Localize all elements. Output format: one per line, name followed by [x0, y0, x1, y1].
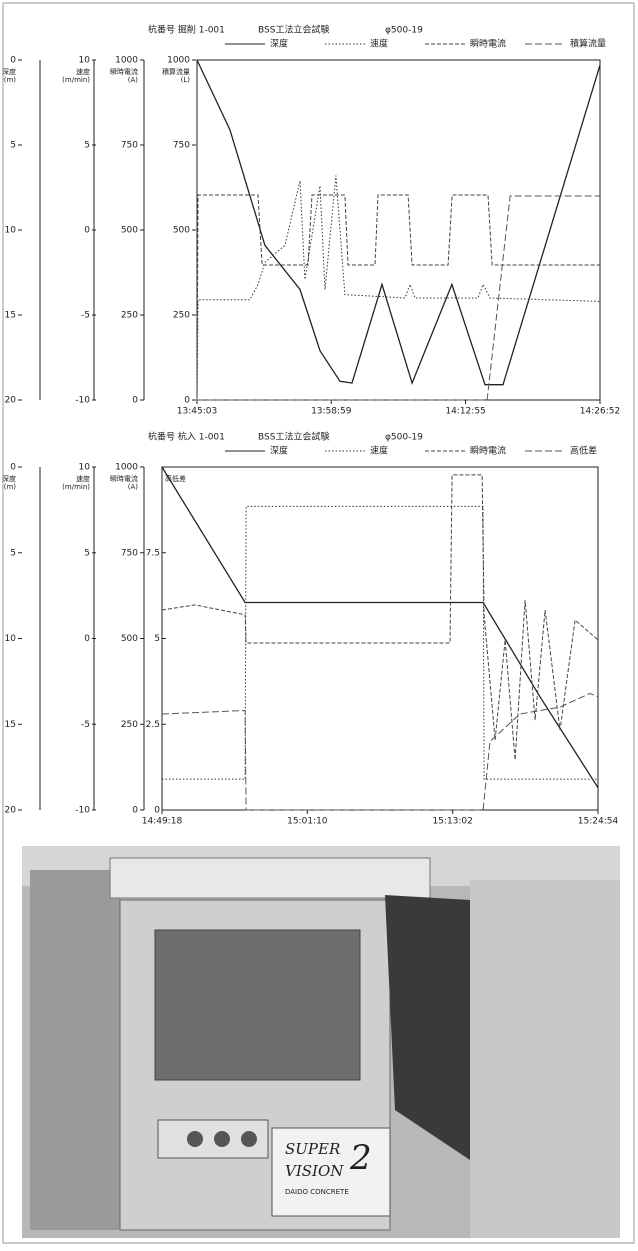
y-tick-label: 750: [173, 141, 190, 151]
y-tick-label: 20: [5, 396, 17, 406]
y-tick-label: 10: [79, 463, 91, 473]
y-tick-label: 15: [5, 311, 16, 321]
axis-label: 深度: [2, 67, 16, 76]
y-tick-label: 20: [5, 806, 17, 816]
chart-annotation: φ500-19: [385, 26, 423, 36]
y-tick-label: 5: [84, 548, 90, 558]
x-tick-label: 15:13:02: [432, 817, 472, 827]
y-tick-label: 0: [184, 396, 190, 406]
chart-title: 杭番号 杭入 1-001: [148, 431, 225, 443]
photo-button: [241, 1131, 257, 1147]
x-tick-label: 15:24:54: [578, 817, 619, 827]
y-tick-label: 15: [5, 720, 16, 730]
y-tick-label: -5: [81, 720, 90, 730]
chart-subtitle: BSS工法立会試験: [258, 24, 329, 36]
series-line: [197, 195, 600, 400]
y-tick-label: 10: [5, 226, 17, 236]
chart-title: 杭番号 掘削 1-001: [148, 24, 225, 36]
page: SUPER VISION 2 DAIDO CONCRETE 杭番号 掘削 1-0…: [0, 0, 638, 1247]
y-tick-label: 10: [5, 634, 17, 644]
photo-wall-right: [470, 880, 620, 1238]
photo-hood: [110, 858, 430, 898]
photo-screen: [155, 930, 360, 1080]
legend-label: 深度: [270, 38, 288, 50]
y-tick-label: 5: [84, 141, 90, 151]
axis-unit: (L): [181, 76, 191, 84]
axis-unit: (m/min): [62, 483, 90, 491]
axis-label: 積算流量: [162, 67, 190, 76]
y-tick-label: 500: [121, 634, 138, 644]
y-tick-label: 0: [132, 396, 138, 406]
y-tick-label: 0: [84, 226, 90, 236]
legend-label: 速度: [370, 445, 388, 457]
axis-label: 瞬時電流: [110, 474, 138, 483]
brand-text: SUPER: [285, 1140, 340, 1158]
axis-label: 瞬時電流: [110, 67, 138, 76]
axis-unit: (m/min): [62, 76, 90, 84]
chart-annotation: φ500-19: [385, 433, 423, 443]
axis-label: 高低差: [165, 474, 186, 483]
x-tick-label: 14:49:18: [142, 817, 183, 827]
y-tick-label: 0: [10, 56, 16, 66]
axis-label: 速度: [76, 67, 90, 76]
y-tick-label: 1000: [115, 56, 138, 66]
legend-label: 瞬時電流: [470, 38, 506, 50]
y-tick-label: 5: [154, 634, 160, 644]
y-tick-label: 500: [121, 226, 138, 236]
brand-text: VISION: [285, 1162, 344, 1180]
y-tick-label: 0: [84, 634, 90, 644]
x-tick-label: 14:26:52: [580, 407, 620, 417]
y-tick-label: -5: [81, 311, 90, 321]
y-tick-label: 0: [132, 806, 138, 816]
legend-label: 深度: [270, 445, 288, 457]
series-line: [197, 176, 600, 400]
plot-frame: [162, 467, 598, 810]
x-tick-label: 15:01:10: [287, 817, 328, 827]
axis-unit: (m): [4, 483, 17, 491]
x-tick-label: 14:12:55: [445, 407, 485, 417]
legend-label: 速度: [370, 38, 388, 50]
axis-label: 深度: [2, 474, 16, 483]
legend-label: 積算流量: [570, 38, 606, 50]
y-tick-label: 1000: [167, 56, 190, 66]
y-tick-label: 1000: [115, 463, 138, 473]
series-line: [197, 60, 600, 385]
y-tick-label: -10: [75, 806, 90, 816]
x-tick-label: 13:58:59: [311, 407, 352, 417]
y-tick-label: 250: [121, 720, 138, 730]
photo: SUPER VISION 2 DAIDO CONCRETE: [22, 846, 620, 1238]
y-tick-label: 750: [121, 141, 138, 151]
series-line: [162, 693, 598, 810]
y-tick-label: 250: [121, 311, 138, 321]
series-line: [162, 467, 598, 788]
x-tick-label: 13:45:03: [177, 407, 217, 417]
y-tick-label: 250: [173, 311, 190, 321]
y-tick-label: 0: [154, 806, 160, 816]
y-tick-label: 5: [10, 548, 16, 558]
y-tick-label: -10: [75, 396, 90, 406]
chart-subtitle: BSS工法立会試験: [258, 431, 329, 443]
axis-unit: (A): [128, 483, 139, 491]
y-tick-label: 5: [10, 141, 16, 151]
plot-frame: [197, 60, 600, 400]
y-tick-label: 2.5: [146, 720, 160, 730]
y-tick-label: 7.5: [146, 548, 160, 558]
y-tick-label: 0: [10, 463, 16, 473]
brand-number: 2: [349, 1138, 372, 1178]
series-line: [162, 475, 598, 760]
legend-label: 瞬時電流: [470, 445, 506, 457]
y-tick-label: 750: [121, 548, 138, 558]
photo-button: [187, 1131, 203, 1147]
photo-frame: [30, 870, 120, 1230]
legend-label: 高低差: [570, 445, 597, 457]
axis-unit: (A): [128, 76, 139, 84]
maker: DAIDO CONCRETE: [285, 1188, 349, 1196]
series-line: [197, 196, 600, 400]
axis-label: 速度: [76, 474, 90, 483]
axis-unit: (m): [4, 76, 17, 84]
y-tick-label: 500: [173, 226, 190, 236]
photo-button: [214, 1131, 230, 1147]
y-tick-label: 10: [79, 56, 91, 66]
